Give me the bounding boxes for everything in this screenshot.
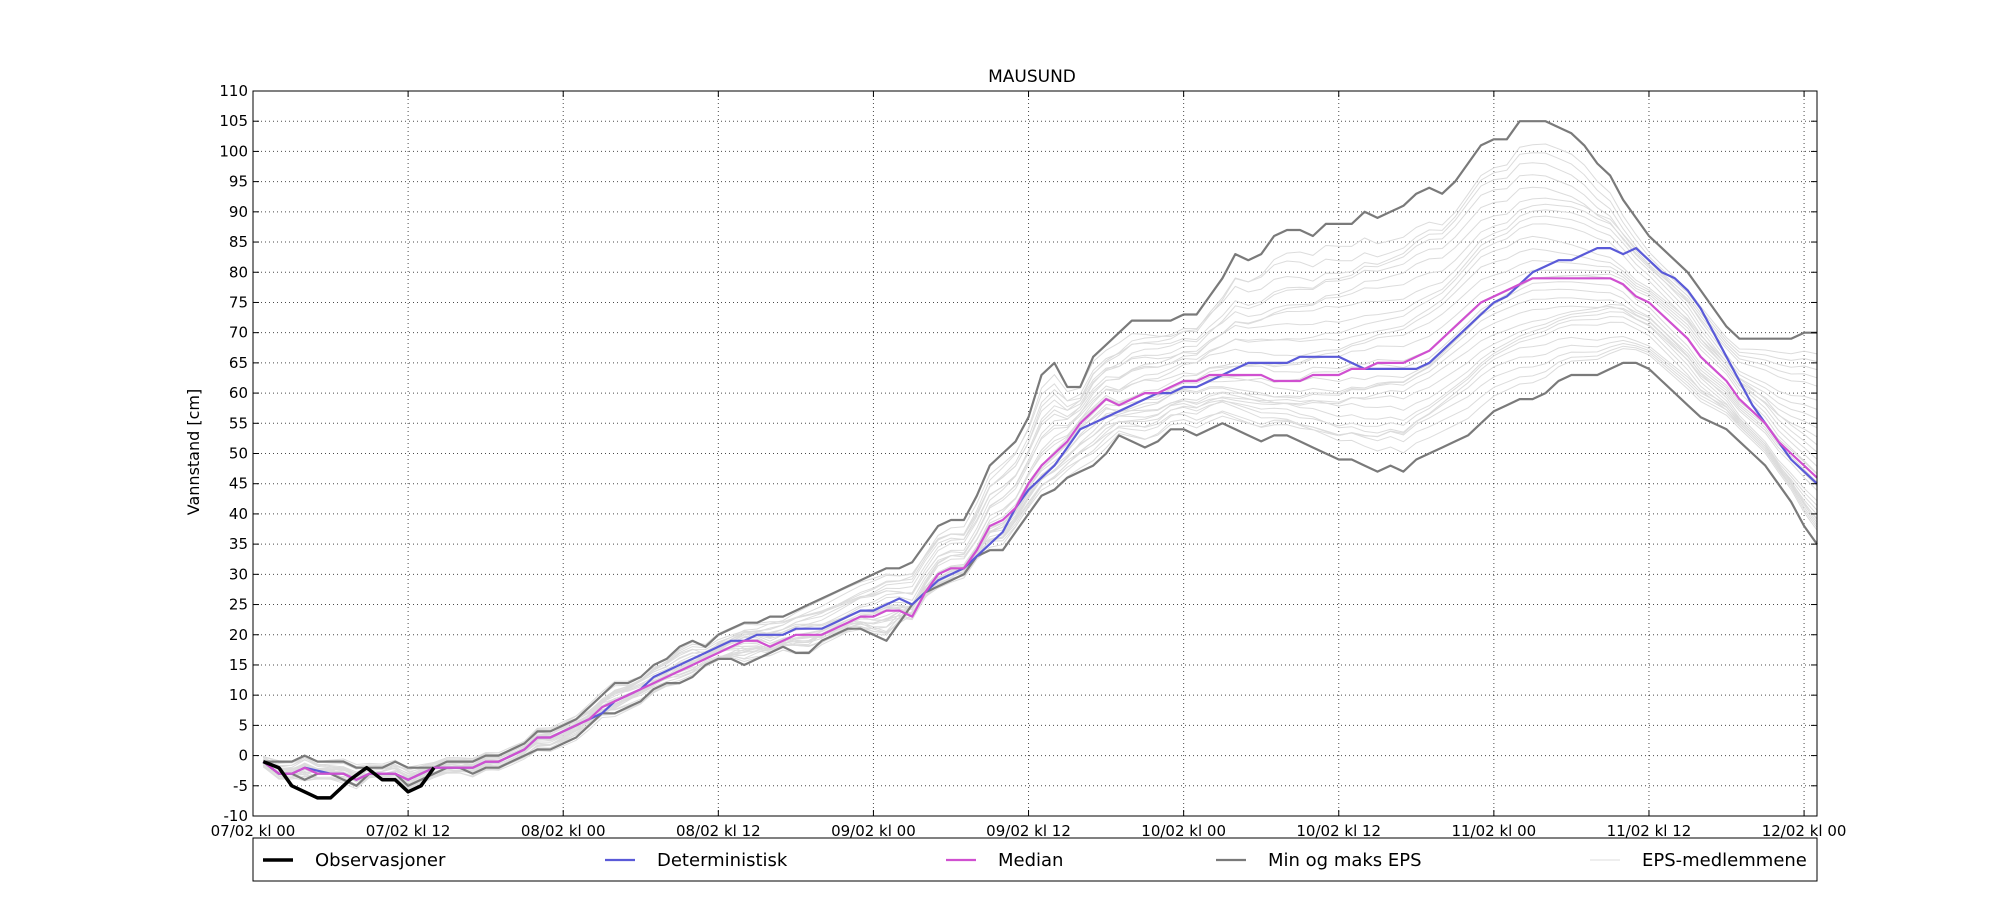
y-tick-label: -5 — [233, 777, 248, 795]
x-tick-label: 12/02 kl 00 — [1762, 822, 1847, 840]
y-tick-label: 85 — [229, 233, 248, 251]
y-tick-label: 55 — [229, 414, 248, 432]
y-tick-label: 80 — [229, 263, 248, 281]
y-tick-label: 10 — [229, 686, 248, 704]
eps-member-line — [263, 174, 1818, 770]
y-tick-label: 95 — [229, 173, 248, 191]
y-tick-label: 5 — [238, 716, 248, 734]
x-tick-label: 11/02 kl 00 — [1452, 822, 1537, 840]
y-axis: -10 -5 0 5 10 15 20 25 30 35 40 45 50 55 60 65 70 75 80 85 9… — [219, 82, 1817, 825]
legend-label: Deterministisk — [657, 850, 788, 871]
eps-member-line — [263, 143, 1818, 770]
eps-member-line — [263, 311, 1818, 779]
eps-member-line — [263, 162, 1818, 778]
y-tick-label: 45 — [229, 475, 248, 493]
eps-member-line — [263, 339, 1818, 780]
x-tick-label: 07/02 kl 00 — [211, 822, 296, 840]
y-tick-label: 25 — [229, 596, 248, 614]
legend-label: EPS-medlemmene — [1642, 850, 1807, 871]
legend: Observasjoner Deterministisk Median Min og … — [252, 837, 1818, 882]
y-tick-label: 65 — [229, 354, 248, 372]
y-tick-label: 100 — [219, 142, 248, 160]
y-tick-label: -10 — [224, 807, 249, 825]
min-og-maks-eps-line — [262, 361, 1818, 787]
y-tick-label: 30 — [229, 565, 248, 583]
y-tick-label: 20 — [229, 626, 248, 644]
y-tick-label: 60 — [229, 384, 248, 402]
x-tick-label: 10/02 kl 12 — [1296, 822, 1381, 840]
observasjoner-line — [262, 759, 436, 800]
y-tick-label: 15 — [229, 656, 248, 674]
y-tick-label: 0 — [238, 747, 248, 765]
legend-label: Observasjoner — [315, 850, 446, 871]
x-tick-label: 07/02 kl 12 — [366, 822, 451, 840]
x-tick-label: 09/02 kl 12 — [986, 822, 1071, 840]
chart-title: MAUSUND — [988, 67, 1076, 87]
y-tick-label: 70 — [229, 324, 248, 342]
x-axis: 07/02 kl 00 07/02 kl 12 08/02 kl 00 08/02 k… — [211, 91, 1847, 840]
eps-member-line — [263, 209, 1818, 773]
x-tick-label: 10/02 kl 00 — [1141, 822, 1226, 840]
min-og-maks-eps-line — [263, 120, 1817, 769]
x-tick-label: 09/02 kl 00 — [831, 822, 916, 840]
legend-label: Min og maks EPS — [1268, 850, 1422, 871]
median-line — [262, 277, 1818, 781]
y-tick-label: 105 — [219, 112, 248, 130]
x-tick-label: 11/02 kl 12 — [1607, 822, 1692, 840]
y-tick-label: 40 — [229, 505, 248, 523]
y-tick-label: 110 — [219, 82, 248, 100]
x-tick-label: 08/02 kl 12 — [676, 822, 761, 840]
y-tick-label: 90 — [229, 203, 248, 221]
legend-frame — [252, 837, 1818, 882]
y-tick-label: 50 — [229, 445, 248, 463]
legend-label: Median — [998, 850, 1063, 871]
y-axis-label: Vannstand [cm] — [184, 389, 203, 515]
eps-member-line — [263, 248, 1818, 775]
series-lines — [262, 120, 1818, 800]
y-tick-label: 35 — [229, 535, 248, 553]
eps-member-line — [263, 152, 1818, 774]
y-tick-label: 75 — [229, 293, 248, 311]
x-tick-label: 08/02 kl 00 — [521, 822, 606, 840]
